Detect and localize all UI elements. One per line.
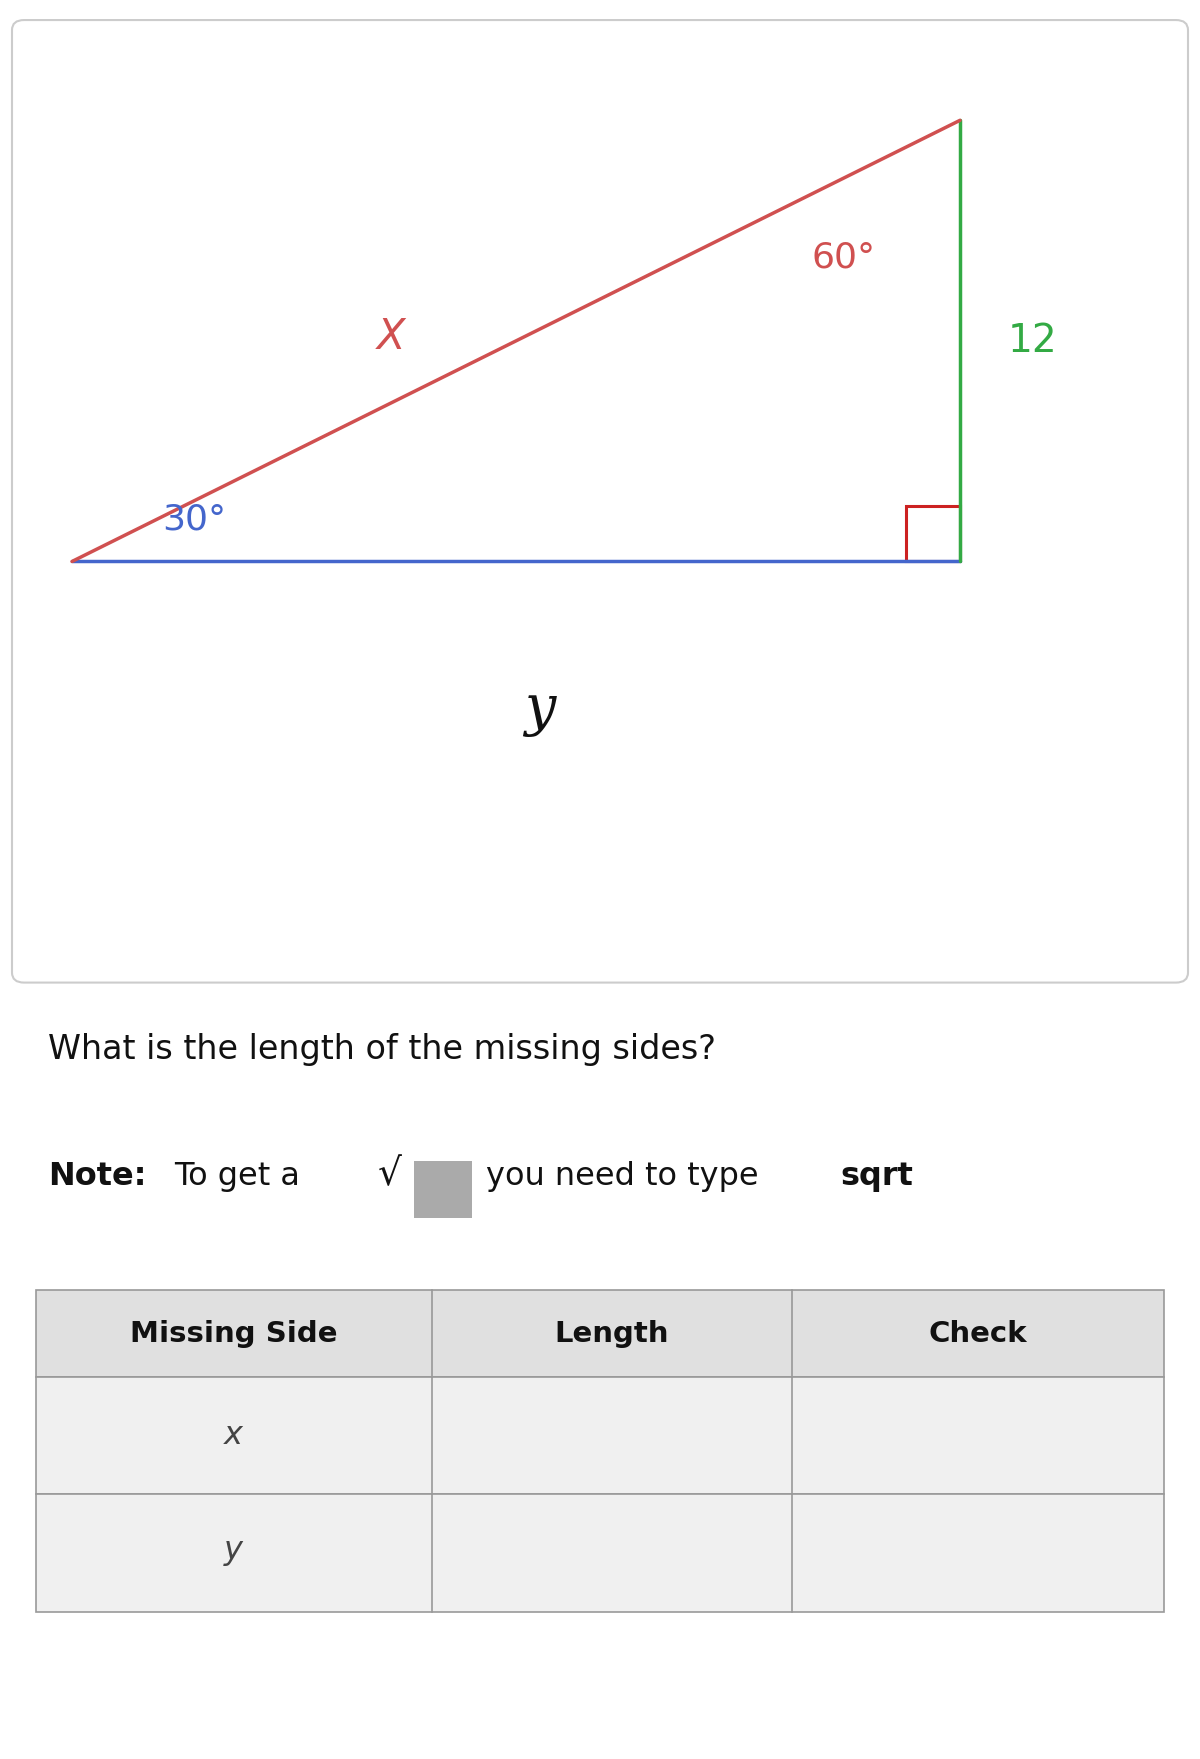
Text: Length: Length bbox=[554, 1319, 670, 1347]
Text: $y$: $y$ bbox=[223, 1537, 245, 1569]
Text: What is the length of the missing sides?: What is the length of the missing sides? bbox=[48, 1033, 716, 1066]
Text: √: √ bbox=[378, 1157, 402, 1194]
Text: Note:: Note: bbox=[48, 1161, 146, 1193]
Text: sqrt: sqrt bbox=[840, 1161, 913, 1193]
Text: Check: Check bbox=[929, 1319, 1027, 1347]
FancyBboxPatch shape bbox=[12, 19, 1188, 983]
Bar bbox=[36, 1377, 1164, 1495]
Text: X: X bbox=[377, 317, 406, 357]
Bar bbox=[906, 507, 960, 561]
Text: To get a: To get a bbox=[174, 1161, 300, 1193]
Text: Missing Side: Missing Side bbox=[131, 1319, 337, 1347]
Text: 60°: 60° bbox=[812, 241, 876, 274]
Text: $x$: $x$ bbox=[223, 1420, 245, 1451]
Text: 12: 12 bbox=[1008, 322, 1057, 361]
Text: 30°: 30° bbox=[162, 503, 226, 536]
Bar bbox=[414, 1161, 472, 1219]
Text: you need to type: you need to type bbox=[486, 1161, 758, 1193]
Bar bbox=[36, 1495, 1164, 1611]
Bar bbox=[36, 1289, 1164, 1377]
Text: y: y bbox=[524, 682, 556, 737]
